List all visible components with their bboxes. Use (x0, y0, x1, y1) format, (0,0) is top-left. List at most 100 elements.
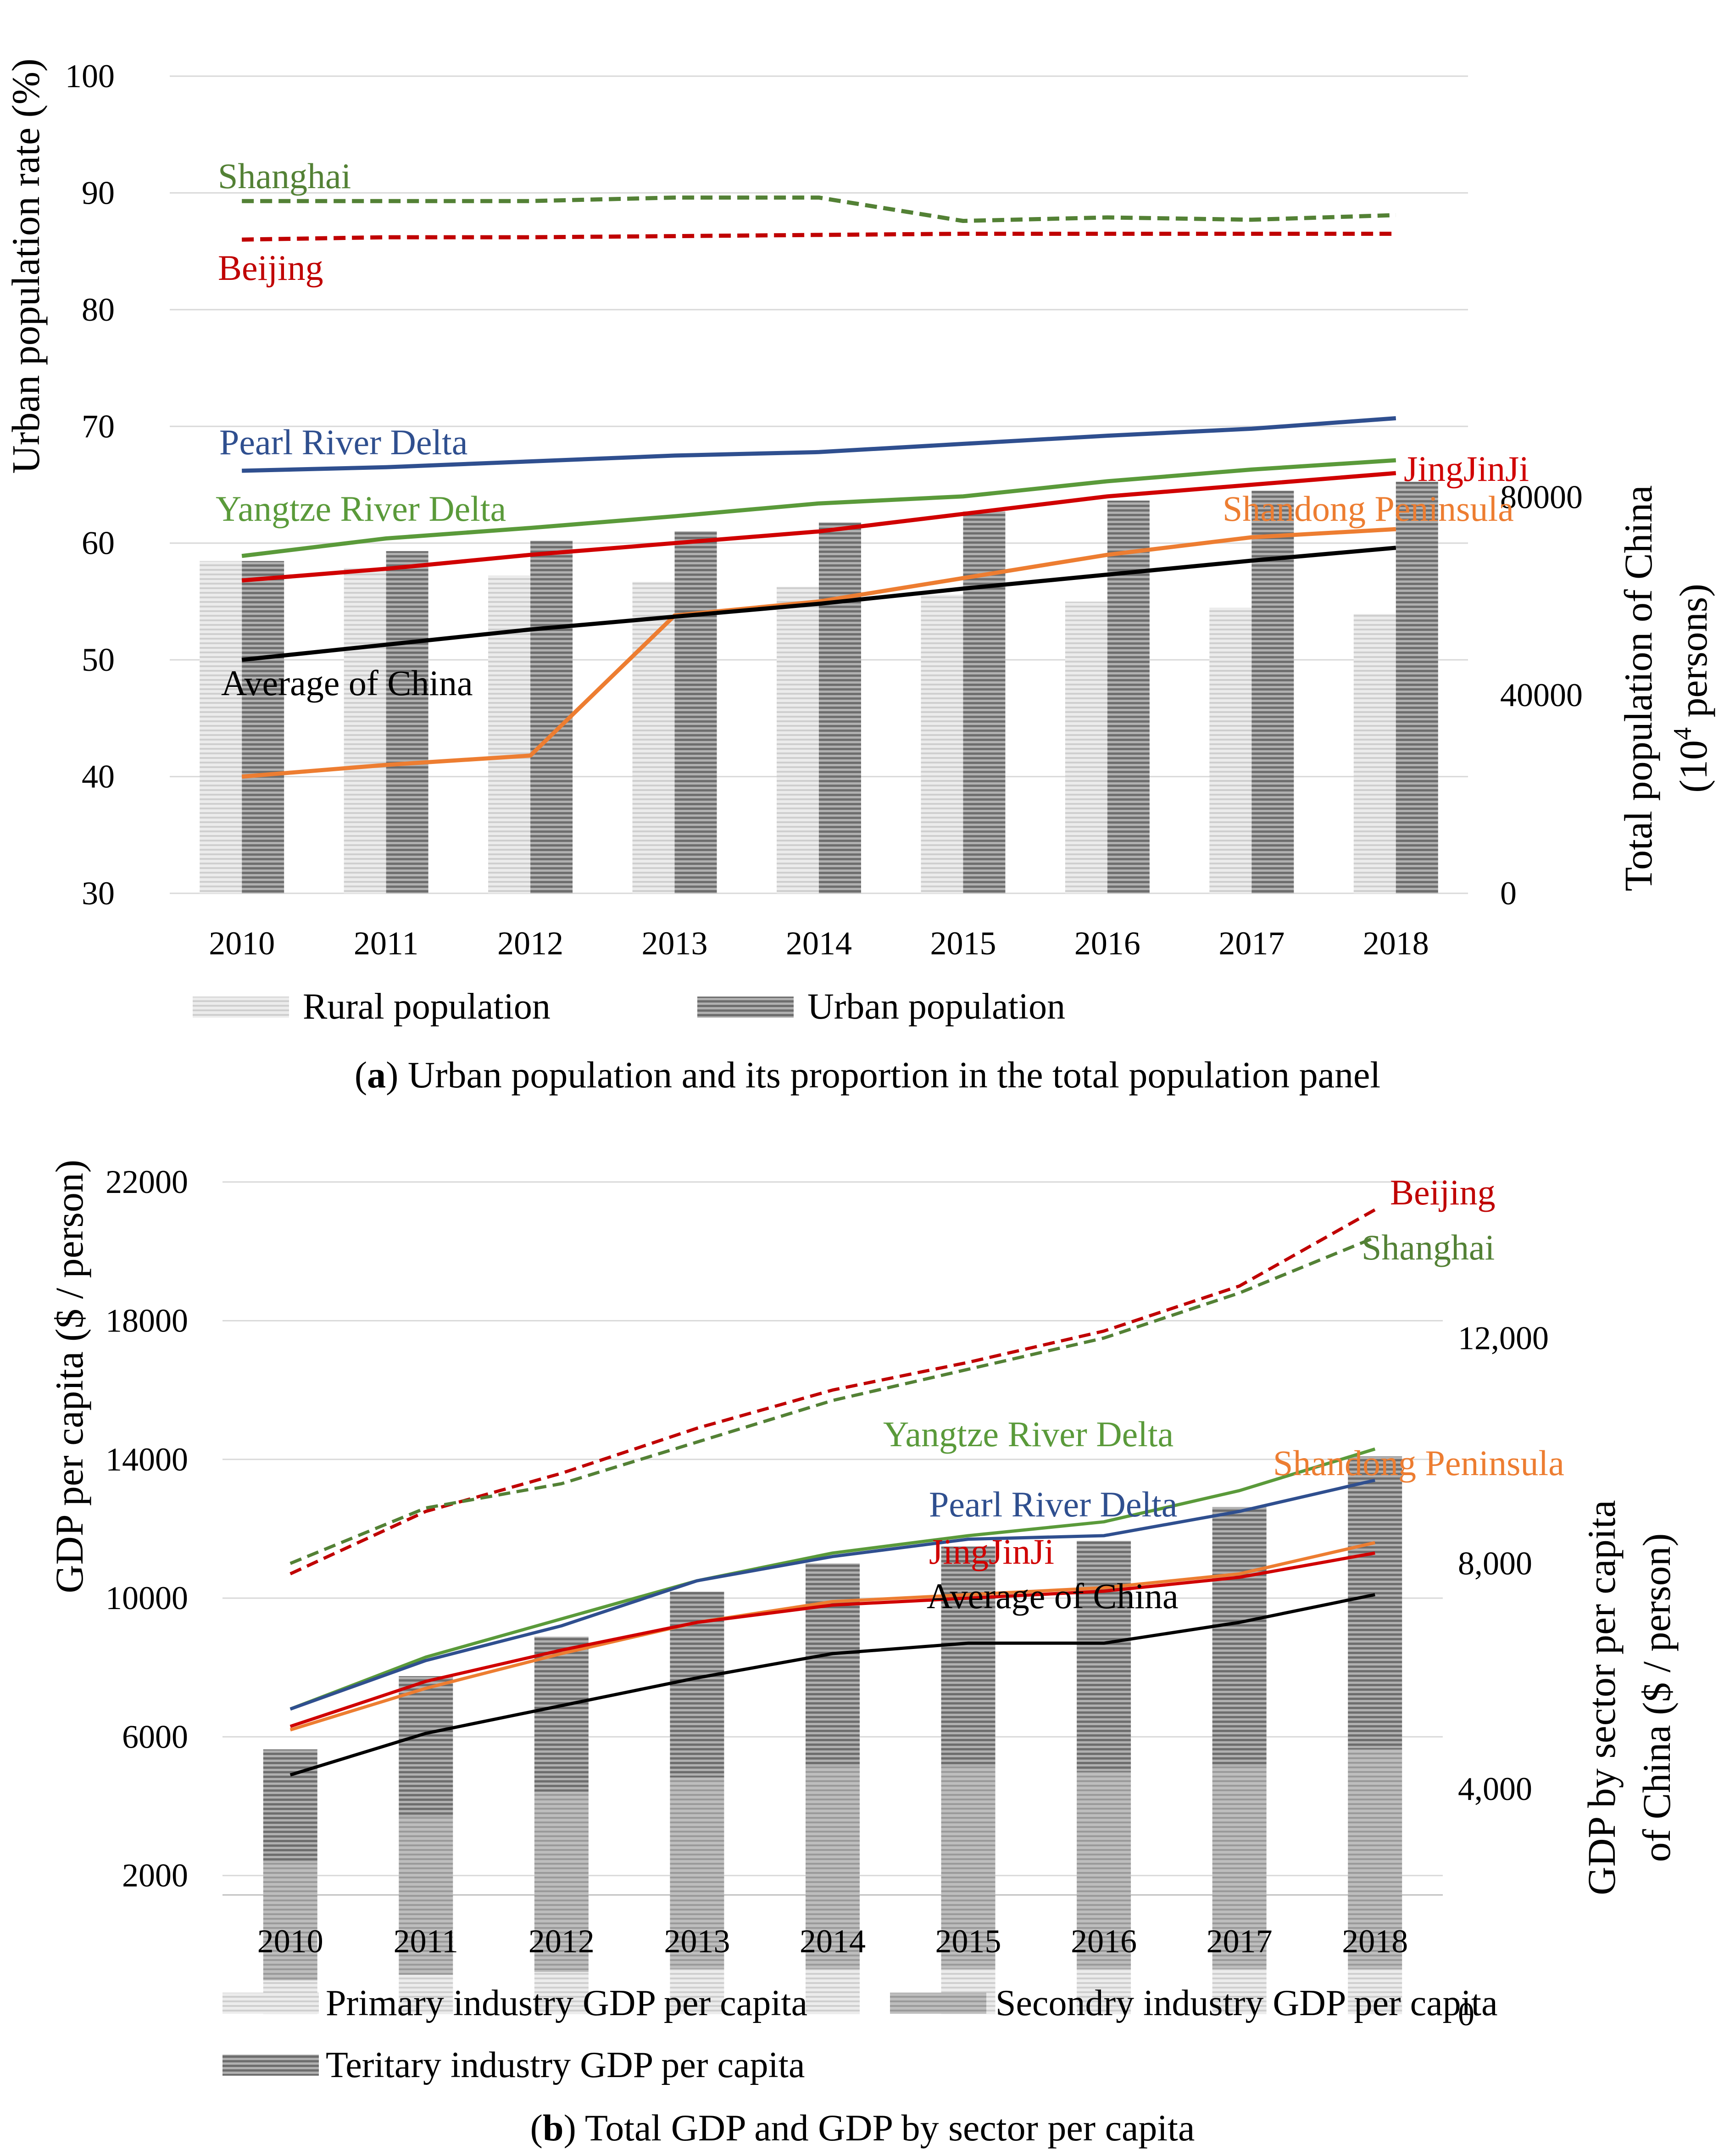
b-caption-prefix: ( (530, 2107, 543, 2149)
a-bar-urban (530, 540, 573, 893)
a-bar-urban (819, 522, 861, 893)
a-x-tick-label: 2018 (1363, 925, 1429, 962)
a-legend: Rural population Urban population (193, 986, 1065, 1027)
b-bar-secondary (806, 1766, 860, 1969)
a-right-axis-title-pre: (10 (1671, 740, 1715, 793)
a-label-pearl: Pearl River Delta (219, 422, 467, 462)
a-label-shanghai: Shanghai (218, 156, 351, 196)
b-line-beijing (289, 1208, 1376, 1576)
b-legend-label-secondary: Secondry industry GDP per capita (995, 1983, 1498, 2023)
a-right-axis-title-line2: (104 persons) (1668, 584, 1715, 793)
b-line-china (289, 1593, 1375, 1777)
b-bar-secondary (670, 1777, 724, 1969)
b-bar-primary (1077, 1969, 1131, 2014)
b-bar-tertiary (1348, 1456, 1402, 1749)
b-caption-rest: ) Total GDP and GDP by sector per capita (564, 2107, 1195, 2149)
b-line-yangtze (289, 1447, 1376, 1711)
b-left-axis-title: GDP per capita ($ / person) (47, 1160, 91, 1593)
a-bar-rural (777, 586, 819, 893)
b-bar-secondary (1212, 1766, 1267, 1969)
b-bar-primary (399, 1975, 453, 2014)
a-left-tick-label: 100 (65, 58, 115, 95)
a-label-shandong: Shandong Peninsula (1223, 489, 1514, 529)
b-x-tick-label: 2010 (257, 1923, 323, 1960)
a-bar-urban (1251, 490, 1294, 893)
a-legend-label-urban: Urban population (807, 986, 1065, 1027)
b-x-tick-label: 2016 (1071, 1923, 1137, 1960)
b-left-tick-label: 22000 (106, 1164, 188, 1200)
b-legend-swatch-primary (222, 1993, 319, 2014)
a-x-axis-ticks: 2010 2011 2012 2013 2014 2015 2016 2017 2018 (209, 925, 1429, 962)
b-bar-tertiary (806, 1563, 860, 1766)
b-left-tick-label: 10000 (106, 1580, 188, 1616)
b-legend-label-tertiary: Teritary industry GDP per capita (326, 2045, 805, 2085)
a-series-labels: Shanghai Beijing Pearl River Delta JingJ… (216, 156, 1529, 703)
b-line-jingjinji (289, 1551, 1375, 1728)
a-right-tick-label: 80000 (1500, 479, 1583, 515)
a-x-tick-label: 2016 (1074, 925, 1140, 962)
a-right-axis-title-post: persons) (1671, 584, 1715, 727)
b-line-shanghai (289, 1236, 1376, 1565)
b-bar-tertiary (263, 1749, 317, 1862)
b-left-axis-ticks: 2000 6000 10000 14000 18000 22000 (106, 1164, 188, 1894)
a-bar-rural (632, 582, 675, 893)
b-bar-primary (534, 1972, 589, 2014)
b-left-tick-label: 18000 (106, 1302, 188, 1339)
b-label-china: Average of China (927, 1576, 1179, 1616)
a-left-axis-title: Urban population rate (%) (4, 58, 48, 474)
b-right-tick-label: 0 (1458, 1996, 1474, 2033)
b-bar-secondary (399, 1817, 453, 1975)
a-caption-prefix: ( (355, 1054, 367, 1096)
b-bar-secondary (941, 1766, 995, 1969)
a-left-tick-label: 80 (82, 291, 115, 328)
a-bar-rural (1209, 607, 1252, 893)
b-caption-bold: b (543, 2107, 564, 2149)
b-x-tick-label: 2018 (1342, 1923, 1408, 1960)
a-right-tick-label: 0 (1500, 875, 1517, 912)
b-bar-tertiary (534, 1637, 589, 1792)
a-line-shanghai (242, 195, 1396, 223)
b-label-shandong: Shandong Peninsula (1273, 1443, 1564, 1483)
a-caption-bold: a (367, 1054, 386, 1096)
a-label-china: Average of China (221, 663, 473, 703)
a-x-tick-label: 2013 (642, 925, 708, 962)
a-bar-urban (1396, 482, 1438, 893)
a-left-tick-label: 70 (82, 408, 115, 445)
a-bar-urban (1107, 501, 1150, 893)
b-label-jingjinji: JingJinJi (929, 1532, 1054, 1571)
b-bar-secondary (1348, 1749, 1402, 1969)
a-right-axis-ticks: 0 40000 80000 (1500, 479, 1583, 912)
b-left-tick-label: 14000 (106, 1441, 188, 1478)
a-left-tick-label: 60 (82, 525, 115, 562)
a-lines (241, 195, 1396, 779)
b-legend-label-primary: Primary industry GDP per capita (326, 1983, 807, 2023)
b-bar-tertiary (941, 1546, 995, 1766)
a-x-tick-label: 2014 (786, 925, 852, 962)
b-x-axis-ticks: 2010 2011 2012 2013 2014 2015 2016 2017 2018 (257, 1923, 1408, 1960)
b-bar-secondary (1077, 1772, 1131, 1969)
a-left-tick-label: 40 (82, 758, 115, 795)
b-x-tick-label: 2012 (528, 1923, 595, 1960)
b-label-shanghai: Shanghai (1362, 1227, 1495, 1267)
b-bar-primary (806, 1969, 860, 2014)
b-left-tick-label: 6000 (122, 1718, 188, 1755)
b-label-beijing: Beijing (1390, 1172, 1496, 1212)
b-right-tick-label: 4,000 (1458, 1771, 1532, 1807)
b-bar-primary (670, 1969, 724, 2014)
a-bar-rural (1353, 614, 1396, 893)
a-label-yangtze: Yangtze River Delta (216, 489, 506, 529)
a-left-tick-label: 30 (82, 875, 115, 912)
b-right-axis-ticks: 0 4,000 8,000 12,000 (1458, 1320, 1549, 2033)
b-series-labels: Beijing Shanghai Yangtze River Delta Pea… (883, 1172, 1564, 1616)
a-line-jingjinji (241, 471, 1396, 583)
a-legend-swatch-urban (697, 997, 794, 1018)
b-bar-secondary (263, 1862, 317, 1981)
b-legend-swatch-tertiary (222, 2055, 319, 2076)
a-bar-urban (242, 561, 284, 893)
a-caption: (a) Urban population and its proportion … (355, 1054, 1380, 1096)
b-label-yangtze: Yangtze River Delta (883, 1414, 1173, 1454)
a-right-axis-title-sup: 4 (1668, 727, 1697, 740)
a-x-tick-label: 2015 (930, 925, 996, 962)
